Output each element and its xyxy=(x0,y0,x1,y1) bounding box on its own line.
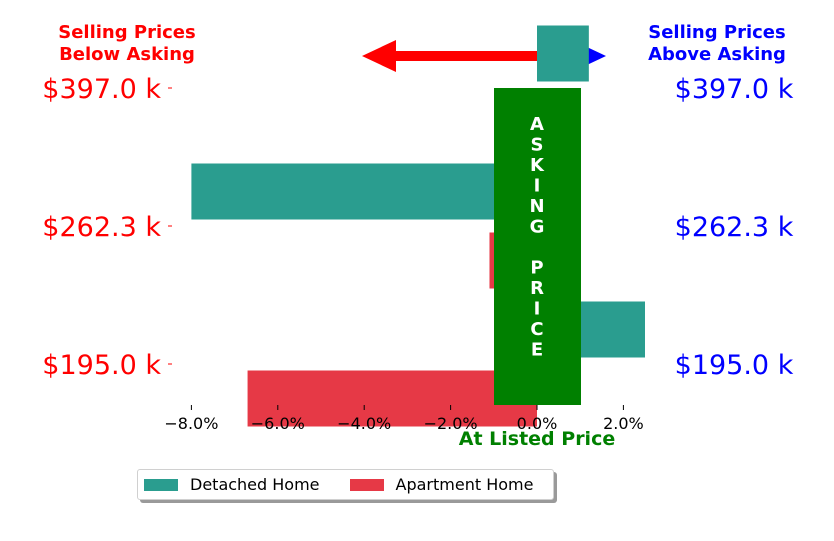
x-tick-label-0: −8.0% xyxy=(164,414,218,433)
asking-price-band xyxy=(494,88,581,405)
x-axis: −8.0% −6.0% −4.0% −2.0% 0.0% 2.0% xyxy=(164,405,644,433)
x-tick-label-4: 0.0% xyxy=(517,414,558,433)
left-price-label-2: $397.0 k xyxy=(42,74,161,105)
right-price-label-1: $262.3 k xyxy=(675,212,794,243)
x-axis-label: At Listed Price xyxy=(459,428,615,450)
left-arrow-icon xyxy=(362,40,541,72)
left-title-line2: Below Asking xyxy=(59,44,195,65)
x-tick-label-2: −4.0% xyxy=(337,414,391,433)
right-price-label-2: $397.0 k xyxy=(675,74,794,105)
x-tick-label-5: 2.0% xyxy=(603,414,644,433)
legend-item-detached: Detached Home xyxy=(144,475,320,494)
legend-swatch-apartment xyxy=(349,478,384,491)
legend-label-detached: Detached Home xyxy=(190,475,320,494)
bar-detached-2 xyxy=(537,25,589,82)
right-title-line2: Above Asking xyxy=(648,44,786,65)
legend-label-apartment: Apartment Home xyxy=(395,475,534,494)
y-labels-layer: $195.0 k $195.0 k $262.3 k $262.3 k $397.0 k… xyxy=(42,74,793,381)
bar-apartment-0 xyxy=(247,370,537,427)
legend-swatch-detached xyxy=(144,478,178,491)
left-title-line1: Selling Prices xyxy=(58,22,195,43)
left-price-label-0: $195.0 k xyxy=(42,350,161,381)
x-tick-label-1: −6.0% xyxy=(251,414,305,433)
x-tick-label-3: −2.0% xyxy=(424,414,478,433)
right-price-label-0: $195.0 k xyxy=(675,350,794,381)
left-price-label-1: $262.3 k xyxy=(42,212,161,243)
legend: Detached Home Apartment Home xyxy=(137,469,554,500)
bar-detached-1 xyxy=(191,163,537,220)
right-title-line1: Selling Prices xyxy=(648,22,785,43)
legend-item-apartment: Apartment Home xyxy=(349,475,534,494)
